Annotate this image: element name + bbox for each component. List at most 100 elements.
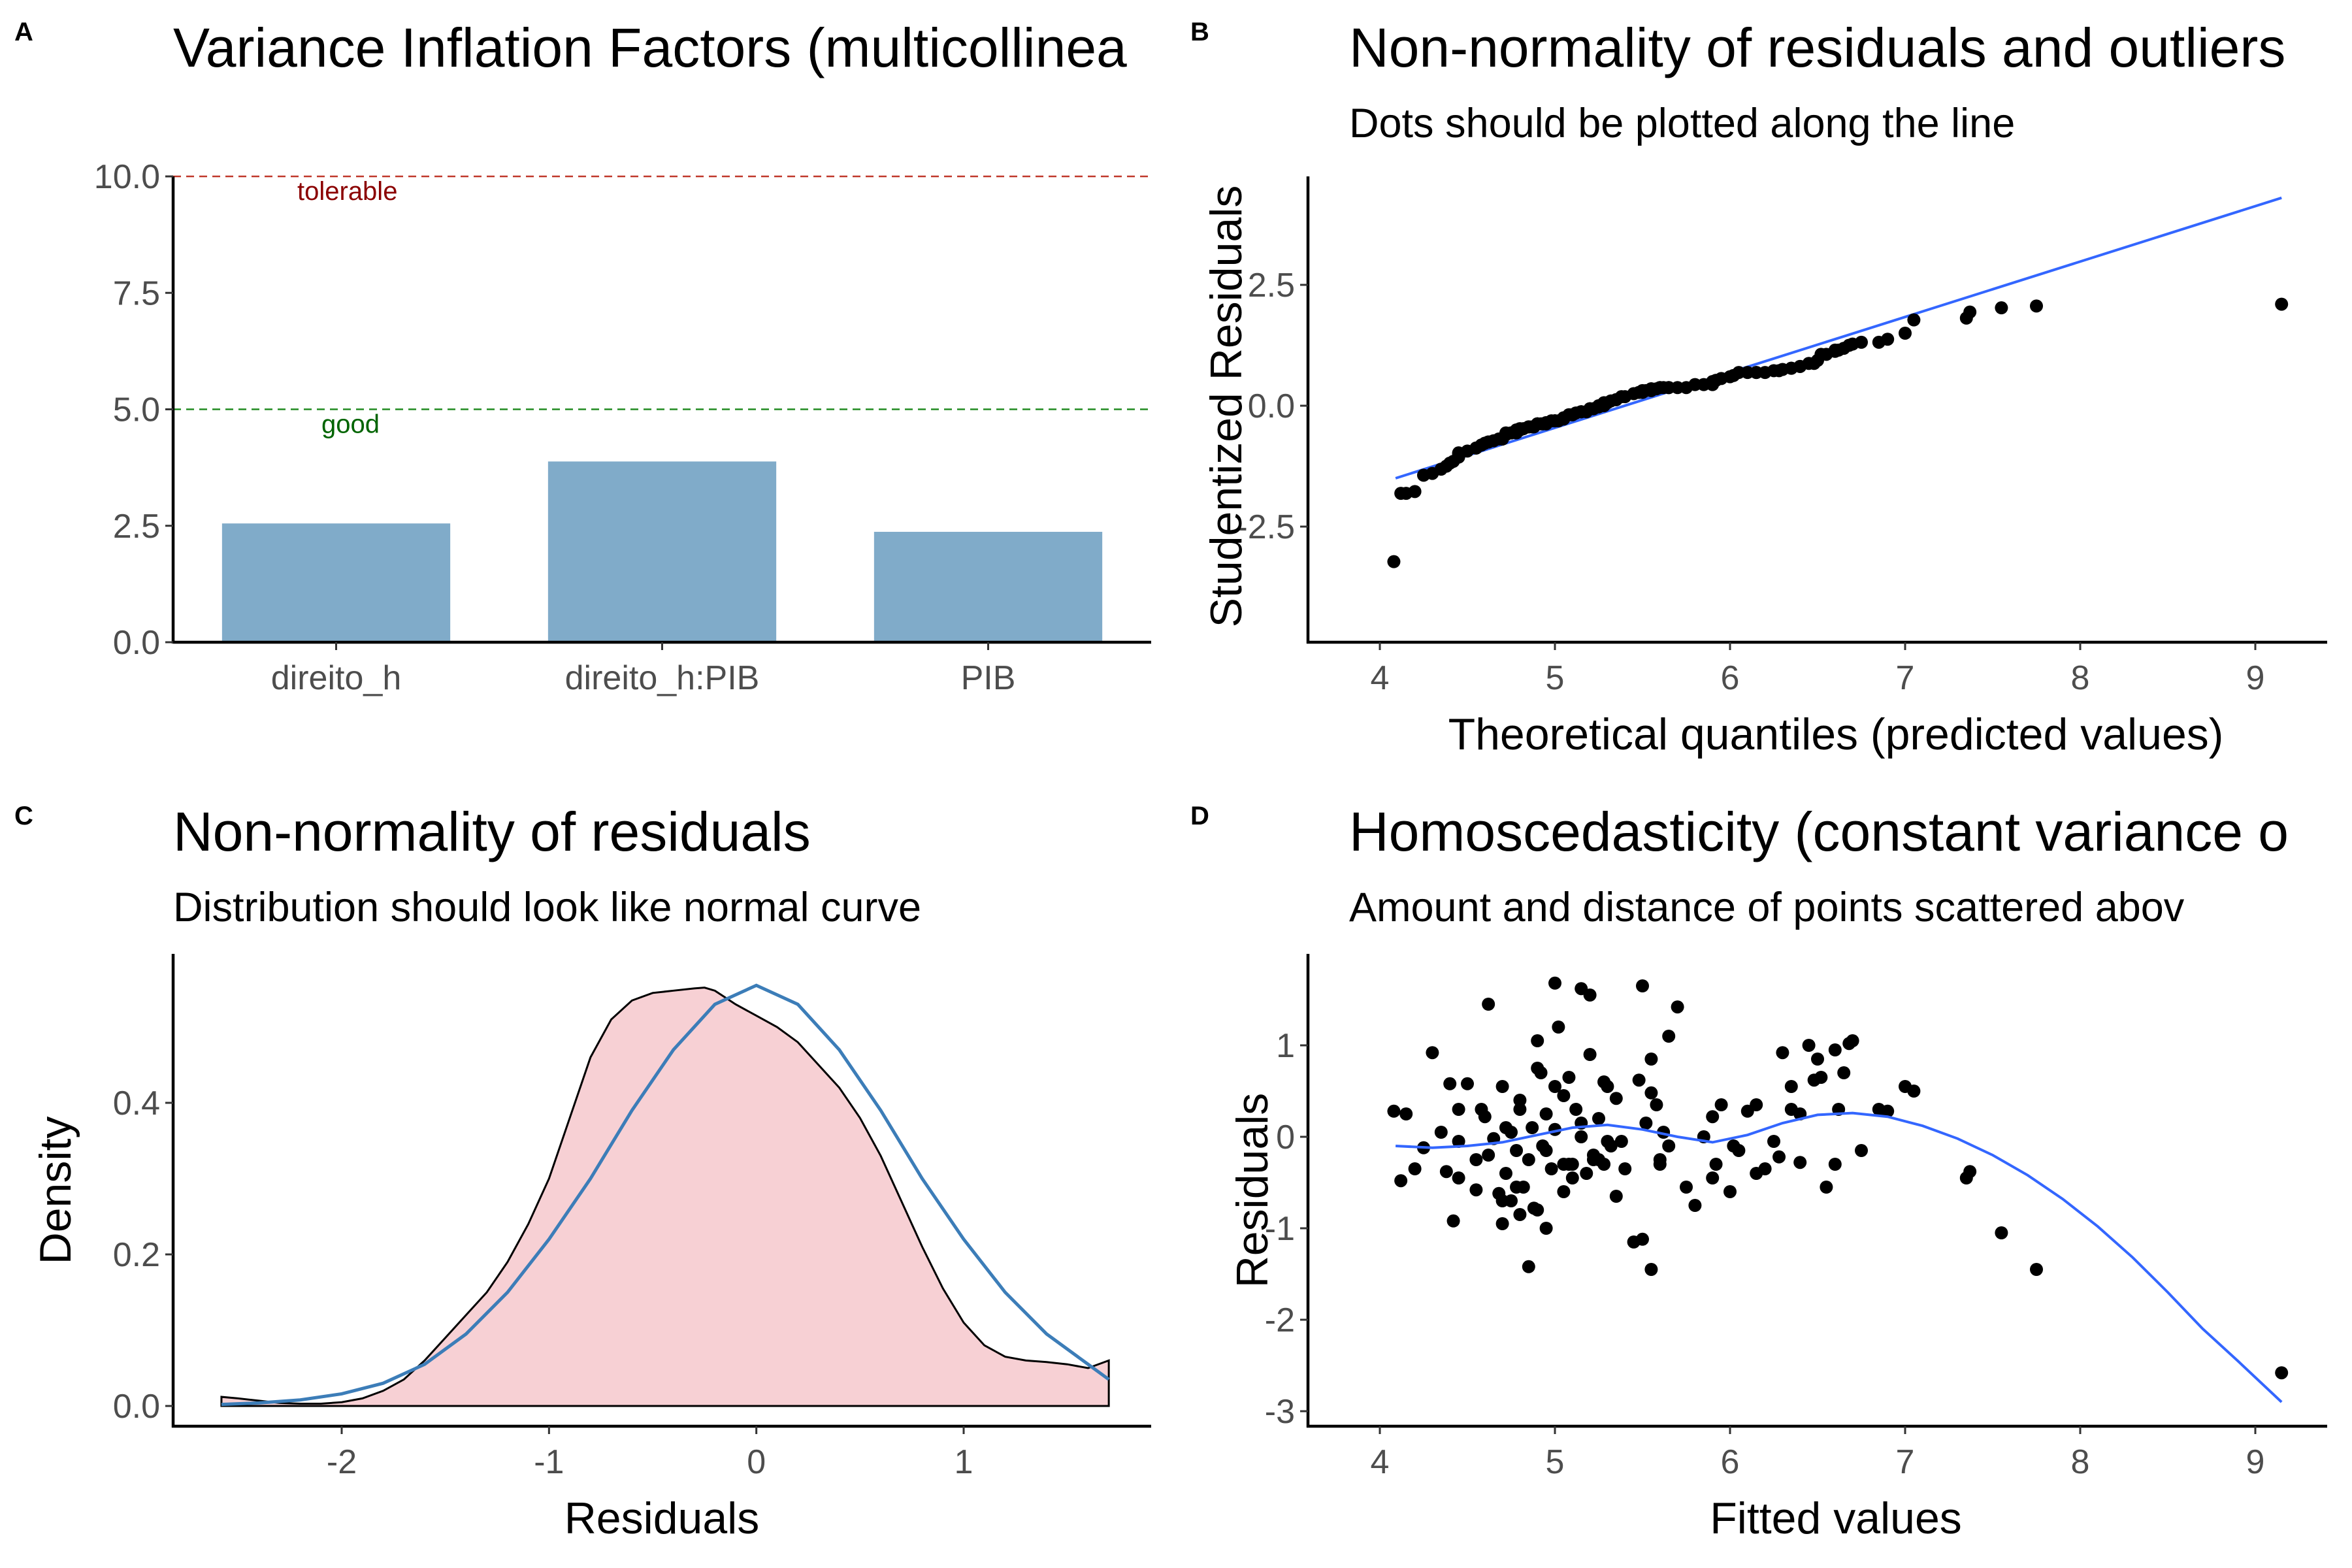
residual-point [1522,1153,1535,1166]
residual-point [1586,1153,1600,1166]
panel-d-y-tick-label: -3 [1265,1393,1295,1431]
panel-b-x-axis-title: Theoretical quantiles (predicted values) [1448,710,2224,759]
qq-point [1855,335,1868,349]
residual-point [1767,1135,1780,1148]
residual-point [1828,1158,1842,1171]
panel-b: Non-normality of residuals and outliers … [1201,17,2327,759]
residual-point [1680,1181,1693,1194]
residual-points [1387,976,2289,1380]
residual-point [1814,1071,1828,1084]
residual-point [1452,1103,1465,1116]
residual-point [1544,1162,1558,1175]
residual-point [1662,1139,1676,1152]
residual-point [1461,1077,1474,1090]
vif-bar [547,461,777,642]
panel-a-y-tick-label: 7.5 [113,274,160,312]
qq-point [2030,299,2043,313]
panel-c-x-tick-label: -1 [534,1443,564,1481]
panel-b-x-tick-label: 6 [1721,659,1740,697]
residual-point [1443,1077,1457,1090]
residual-point [1499,1167,1512,1180]
qq-point [1387,555,1401,568]
panel-a-y-tick-label: 0.0 [113,624,160,662]
panel-c-x-ticks: -2 -1 0 1 [327,1426,973,1481]
residual-point [1855,1144,1868,1157]
qq-reference-line [1395,196,2282,480]
residual-point [1597,1158,1611,1171]
residual-point [1614,1135,1628,1148]
residual-point [1548,976,1561,990]
panel-d-y-tick-label: 1 [1276,1027,1295,1065]
vif-bars [221,461,1103,642]
residual-point [2030,1263,2043,1276]
residual-point [1639,1117,1653,1130]
panel-d-x-tick-label: 5 [1546,1443,1565,1481]
residual-point [1995,1226,2008,1239]
residual-point [1531,1034,1544,1047]
panel-b-x-ticks: 4 5 6 7 8 9 [1371,642,2264,697]
residual-point [1499,1121,1512,1134]
density-area [220,987,1110,1407]
panel-c-x-tick-label: 1 [955,1443,973,1481]
residual-point [1513,1208,1527,1221]
residual-point [1569,1103,1583,1116]
panel-b-x-tick-label: 7 [1896,659,1915,697]
qq-point [2275,297,2289,311]
residual-point [1408,1162,1422,1175]
residual-point [1580,1167,1593,1180]
residual-point [1828,1043,1842,1056]
residual-point [1601,1135,1614,1148]
residual-point [1399,1107,1413,1120]
panel-b-y-tick-label: 2.5 [1248,267,1295,304]
qq-point [1907,313,1921,327]
residual-point [1881,1104,1895,1118]
residual-point [1513,1094,1527,1107]
residual-point [1714,1098,1728,1111]
panel-d-y-axis-title: Residuals [1228,1093,1277,1288]
panel-letter-d: D [1190,802,1209,830]
residual-point [1522,1260,1535,1273]
residual-point [1907,1085,1921,1098]
residual-point [1526,1121,1539,1134]
residual-point [1636,1232,1649,1246]
residual-point [1723,1185,1737,1198]
residual-point [1644,1053,1658,1066]
residual-point [1662,1030,1676,1043]
qq-line [1395,196,2282,480]
panel-d-y-tick-label: -1 [1265,1210,1295,1248]
panel-d-x-tick-label: 8 [2071,1443,2090,1481]
residual-point [1609,1092,1623,1105]
residual-point [1575,1130,1588,1143]
residual-point [1837,1066,1851,1079]
panel-a-x-ticks: direito_h direito_h:PIB PIB [271,642,1015,697]
qq-point [1995,301,2008,315]
residual-point [1510,1144,1524,1157]
residual-point [1548,1080,1561,1093]
panel-a-x-tick-label: direito_h [271,659,401,697]
residual-point [1583,1048,1597,1061]
residual-point [1842,1037,1856,1051]
residual-point [1653,1158,1667,1171]
tolerable-label: tolerable [297,177,397,206]
panel-a-x-tick-label: direito_h:PIB [565,659,760,697]
residual-point [1539,1107,1553,1120]
residual-point [1618,1162,1632,1175]
residual-point [1671,1000,1684,1014]
panel-c-x-tick-label: -2 [327,1443,357,1481]
residual-point [1583,988,1597,1002]
panel-d-subtitle: Amount and distance of points scattered … [1349,885,2185,930]
residual-point [1562,1158,1576,1171]
vif-bar [874,532,1103,642]
residual-point [1439,1165,1453,1179]
panel-b-x-tick-label: 8 [2071,659,2090,697]
residual-point [1706,1110,1720,1124]
loess-curve [1396,1111,2283,1403]
panel-b-x-tick-label: 4 [1371,659,1390,697]
panel-b-y-axis-title: Studentized Residuals [1201,186,1251,628]
normal-curve-line [221,983,1110,1407]
panel-d-x-tick-label: 9 [2246,1443,2265,1481]
residual-point [1565,1171,1579,1184]
qq-point [1881,333,1895,346]
residual-point [1644,1263,1658,1276]
panel-c-subtitle: Distribution should look like normal cur… [173,885,921,930]
